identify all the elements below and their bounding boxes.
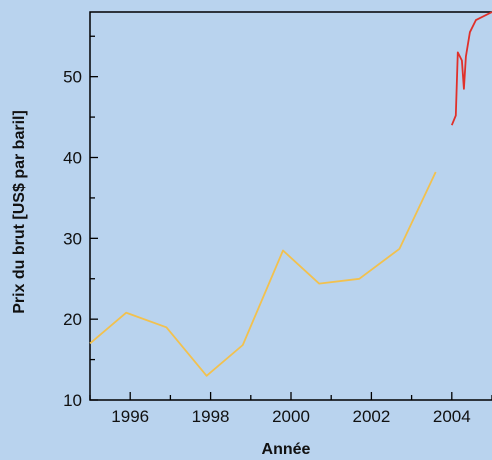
plot-area xyxy=(89,11,492,401)
x-tick-label: 1996 xyxy=(111,407,149,426)
plot-frame xyxy=(89,11,492,401)
x-axis: 1996 1998 2000 2002 2004 xyxy=(89,392,492,426)
y-tick-label: 50 xyxy=(63,68,82,87)
series-line-1 xyxy=(89,171,437,377)
y-tick-label: 10 xyxy=(63,391,82,410)
y-axis: 10 20 30 40 50 xyxy=(63,35,98,410)
x-axis-title: Année xyxy=(262,441,311,458)
x-tick-label: 2002 xyxy=(352,407,390,426)
series-layer xyxy=(89,11,492,377)
x-tick-label: 2004 xyxy=(433,407,471,426)
series-line-2 xyxy=(450,11,492,126)
y-tick-label: 30 xyxy=(63,229,82,248)
x-tick-label: 2000 xyxy=(272,407,310,426)
y-tick-label: 20 xyxy=(63,310,82,329)
x-tick-label: 1998 xyxy=(192,407,230,426)
y-tick-label: 40 xyxy=(63,149,82,168)
y-axis-title: Prix du brut [US$ par baril] xyxy=(11,110,28,314)
